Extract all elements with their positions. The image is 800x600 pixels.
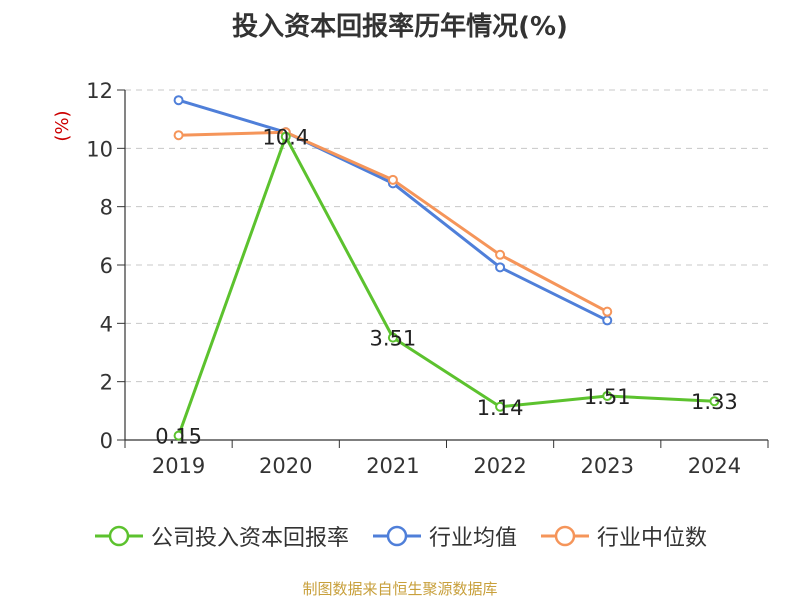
x-tick-label: 2020 [259,454,312,478]
legend-item: 行业均值 [371,520,517,552]
legend-label: 公司投入资本回报率 [150,526,349,551]
data-point [602,315,613,326]
data-point [602,306,613,317]
data-label: 1.33 [691,390,738,414]
x-tick-label: 2021 [366,454,419,478]
data-label: 1.14 [477,396,524,420]
legend-label: 行业均值 [428,526,517,551]
x-tick-label: 2024 [688,454,741,478]
x-tick-label: 2019 [152,454,205,478]
legend-line-circle-icon [372,525,421,547]
data-point [280,131,291,142]
y-tick-label: 2 [100,371,113,395]
data-point [709,396,720,407]
data-point [173,130,184,141]
data-point [387,174,398,185]
legend-item: 公司投入资本回报率 [93,520,349,552]
data-point [173,95,184,106]
data-label: 1.51 [584,385,631,409]
legend-label: 行业中位数 [597,526,708,551]
y-tick-label: 8 [100,196,113,220]
y-tick-label: 4 [100,312,113,336]
y-tick-label: 12 [86,79,113,103]
legend-item: 行业中位数 [539,520,707,552]
data-label: 10.4 [262,126,309,150]
series-lines [173,95,720,441]
data-point [495,401,506,412]
data-point [602,390,613,401]
legend-line-circle-icon [541,525,589,547]
data-point [387,332,398,343]
gridlines [125,89,768,383]
legend-line-circle-icon [94,525,143,547]
y-axis-unit-label: (%) [52,110,73,141]
legend: 公司投入资本回报率 行业均值 行业中位数 [0,520,800,552]
data-labels: 0.15 10.4 3.51 1.14 1.51 1.33 [155,126,738,449]
data-label: 0.15 [155,425,202,449]
series-line [177,135,715,437]
y-tick-label: 6 [100,254,113,278]
data-point [495,262,506,273]
x-tick-label: 2023 [581,454,634,478]
series-line [178,130,608,313]
y-tick-label: 10 [86,137,113,161]
chart-title: 投入资本回报率历年情况(%) [232,12,568,42]
x-tick-label: 2022 [473,454,526,478]
data-point [173,430,184,441]
data-point [495,249,506,260]
axes: 0 2 4 6 8 10 12 2019 2020 2021 2022 2023 2024 [86,79,769,478]
y-tick-label: 0 [100,429,113,453]
data-label: 3.51 [370,327,417,351]
source-note: 制图数据来自恒生聚源数据库 [302,580,498,598]
